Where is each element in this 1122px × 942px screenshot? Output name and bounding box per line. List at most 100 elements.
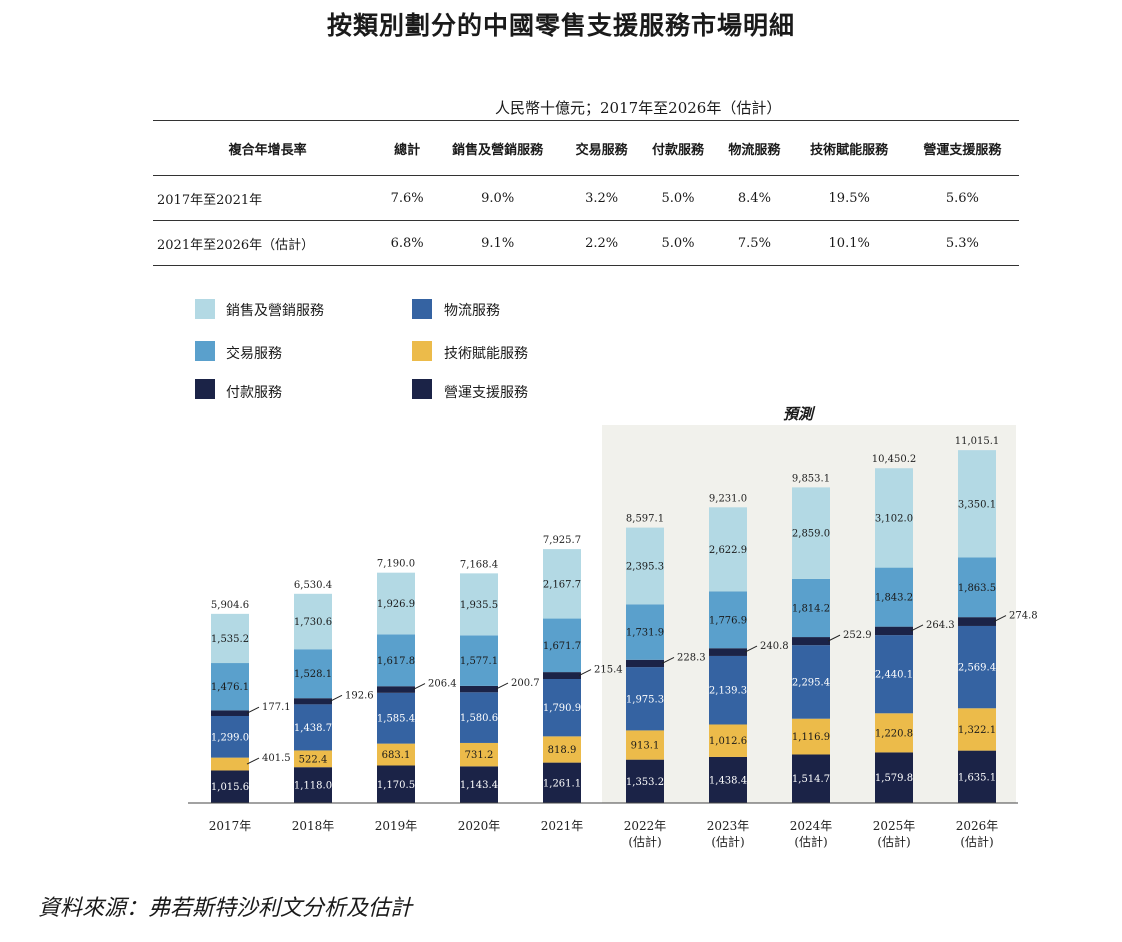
x-tick-label: 2022年 xyxy=(624,819,667,833)
bar-segment xyxy=(958,750,996,803)
bar-segment xyxy=(792,487,830,579)
bar-segment xyxy=(377,572,415,635)
data-label: 2,167.7 xyxy=(543,579,581,590)
data-label: 2,440.1 xyxy=(875,670,913,681)
bar-segment xyxy=(460,635,498,686)
data-label: 1,579.8 xyxy=(875,773,913,784)
bar-segment xyxy=(377,686,415,693)
cagr-header: 複合年增長率 xyxy=(153,120,383,176)
cagr-cell: 19.5% xyxy=(792,175,906,221)
data-label: 1,514.7 xyxy=(792,774,830,785)
bar-segment xyxy=(709,655,747,725)
data-label: 1,261.1 xyxy=(543,778,581,789)
data-label: 1,438.7 xyxy=(294,723,332,734)
callout-line xyxy=(246,757,260,765)
data-label: 1,580.6 xyxy=(460,713,498,724)
bar-segment xyxy=(377,692,415,744)
total-label: 6,530.4 xyxy=(294,580,332,591)
bar-segment xyxy=(211,710,249,716)
bar-segment xyxy=(792,718,830,755)
data-label: 1,170.5 xyxy=(377,780,415,791)
data-label: 264.3 xyxy=(926,620,955,631)
data-label: 215.4 xyxy=(594,665,623,676)
bar-segment xyxy=(377,765,415,803)
callout-line xyxy=(578,669,592,676)
bar-segment xyxy=(709,724,747,757)
units-caption: 人民幣十億元；2017年至2026年（估計） xyxy=(495,99,782,117)
x-tick-label: 2020年 xyxy=(458,819,501,833)
bar-segment xyxy=(875,752,913,803)
x-tick-label: 2018年 xyxy=(292,819,335,833)
x-tick-label: 2017年 xyxy=(209,819,252,833)
x-tick-label: 2026年 xyxy=(956,819,999,833)
legend-label: 交易服務 xyxy=(226,346,282,362)
data-label: 192.6 xyxy=(345,690,374,701)
data-label: 1,926.9 xyxy=(377,599,415,610)
bar-segment xyxy=(294,593,332,650)
bar-segment xyxy=(377,634,415,687)
cagr-header: 銷售及營銷服務 xyxy=(431,120,564,176)
bar-segment xyxy=(709,507,747,592)
cagr-header: 營運支援服務 xyxy=(905,120,1019,176)
cagr-header: 物流服務 xyxy=(716,120,793,176)
data-label: 1,617.8 xyxy=(377,656,415,667)
bar-segment xyxy=(460,692,498,743)
data-label: 1,143.4 xyxy=(460,780,498,791)
data-label: 1,322.1 xyxy=(958,725,996,736)
data-label: 1,863.5 xyxy=(958,583,996,594)
cagr-header-row: 複合年增長率 總計 銷售及營銷服務 交易服務 付款服務 物流服務 技術賦能服務 … xyxy=(153,120,1019,176)
table-row: 2017年至2021年 7.6% 9.0% 3.2% 5.0% 8.4% 19.… xyxy=(153,175,1019,221)
legend-label: 付款服務 xyxy=(226,385,282,401)
bar-segment xyxy=(460,742,498,767)
bar-segment xyxy=(211,715,249,758)
cagr-header: 交易服務 xyxy=(563,120,640,176)
bar-segment xyxy=(543,679,581,737)
callout-line xyxy=(661,657,675,664)
data-label: 522.4 xyxy=(299,754,328,765)
callout-line xyxy=(827,634,841,642)
data-label: 177.1 xyxy=(262,702,291,713)
legend-label: 物流服務 xyxy=(444,303,500,319)
callout-line xyxy=(993,615,1007,623)
bar-segment xyxy=(543,549,581,619)
data-label: 818.9 xyxy=(548,745,577,756)
page-title: 按類別劃分的中國零售支援服務市場明細 xyxy=(326,11,795,40)
legend-swatch-operations xyxy=(412,379,432,399)
cagr-cell: 5.0% xyxy=(639,220,717,266)
bar-segment xyxy=(626,527,664,605)
cagr-cell: 7.5% xyxy=(716,220,793,266)
data-label: 240.8 xyxy=(760,641,789,652)
cagr-header: 技術賦能服務 xyxy=(792,120,906,176)
cagr-cell: 2017年至2021年 xyxy=(153,175,383,221)
callout-line xyxy=(246,706,260,714)
legend-swatch-transaction xyxy=(195,341,215,361)
total-label: 11,015.1 xyxy=(955,436,1000,447)
bar-segment xyxy=(875,713,913,753)
bar-segment xyxy=(543,762,581,803)
data-label: 1,015.6 xyxy=(211,782,249,793)
data-label: 1,635.1 xyxy=(958,772,996,783)
bar-segment xyxy=(792,637,830,646)
bar-segment xyxy=(543,618,581,673)
bar-segment xyxy=(792,645,830,719)
data-label: 1,116.9 xyxy=(792,732,830,743)
data-label: 1,671.7 xyxy=(543,641,581,652)
data-label: 206.4 xyxy=(428,679,457,690)
bar-segment xyxy=(875,626,913,636)
total-label: 7,168.4 xyxy=(460,559,498,570)
bar-segment xyxy=(294,704,332,751)
bar-segment xyxy=(626,667,664,731)
cagr-table: 複合年增長率 總計 銷售及營銷服務 交易服務 付款服務 物流服務 技術賦能服務 … xyxy=(153,120,1019,266)
x-tick-label: 2024年 xyxy=(790,819,833,833)
cagr-cell: 5.3% xyxy=(905,220,1019,266)
data-label: 1,843.2 xyxy=(875,593,913,604)
bar-segment xyxy=(460,766,498,803)
callout-line xyxy=(744,645,758,653)
callout-line xyxy=(329,694,343,702)
bar-segment xyxy=(958,557,996,618)
data-label: 1,528.1 xyxy=(294,669,332,680)
cagr-cell: 2.2% xyxy=(563,220,640,266)
bar-segment xyxy=(543,672,581,679)
data-label: 1,220.8 xyxy=(875,728,913,739)
